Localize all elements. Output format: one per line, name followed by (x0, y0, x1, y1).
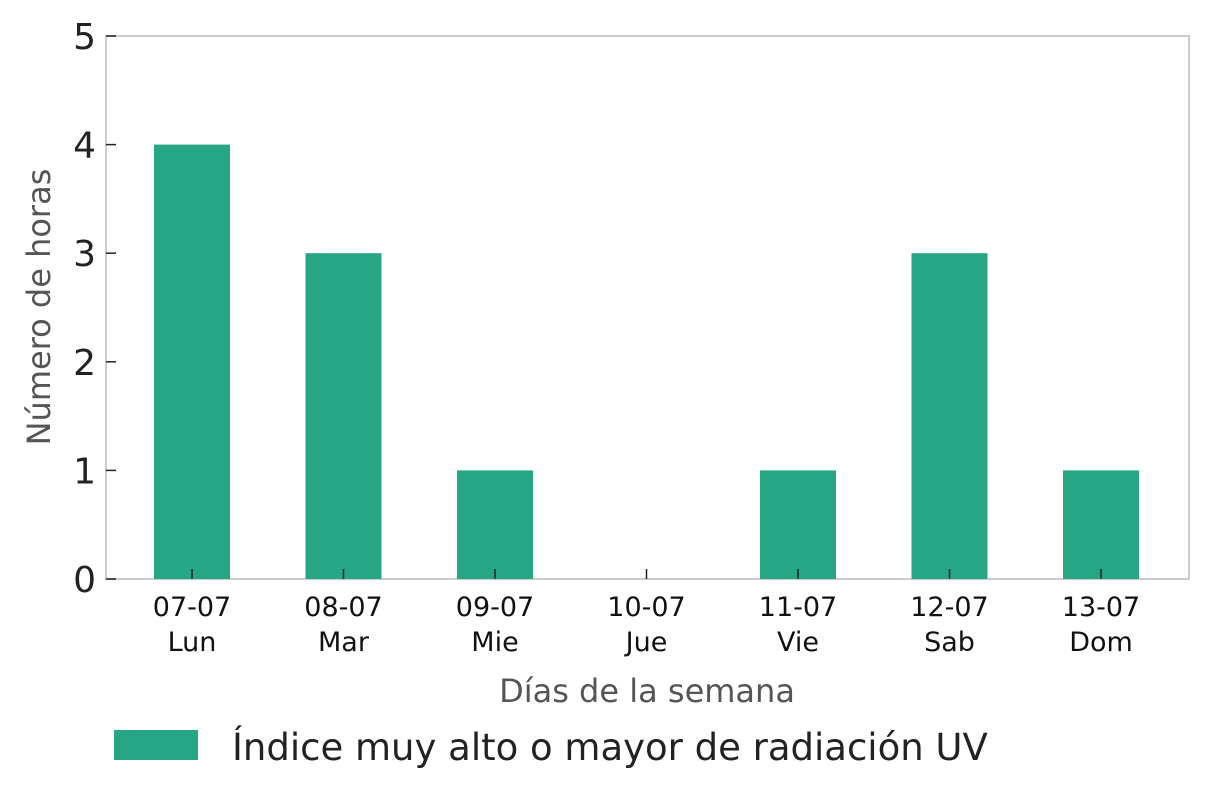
y-tick-label: 0 (73, 560, 96, 601)
y-axis-label: Número de horas (20, 169, 58, 446)
x-tick-date: 09-07 (456, 592, 534, 623)
bar (457, 470, 533, 579)
bar (305, 253, 382, 579)
x-tick-day: Dom (1069, 627, 1133, 658)
x-tick-date: 13-07 (1062, 592, 1140, 623)
y-tick-label: 4 (73, 126, 96, 167)
y-tick-label: 2 (73, 343, 96, 384)
bar (911, 253, 988, 579)
bar (760, 470, 836, 579)
x-tick-date: 07-07 (153, 592, 231, 623)
x-tick-date: 12-07 (910, 592, 988, 623)
x-axis: 07-07 Lun 08-07 Mar 09-07 Mie 10-07 Jue 11-07 Vie… (153, 569, 1140, 658)
y-tick-label: 1 (73, 451, 96, 492)
x-tick-date: 11-07 (759, 592, 837, 623)
x-tick-date: 08-07 (304, 592, 382, 623)
legend-swatch (114, 730, 198, 760)
x-tick-day: Vie (777, 627, 819, 658)
y-axis: 0 1 2 3 4 5 (73, 17, 116, 601)
y-tick-label: 3 (73, 234, 96, 275)
x-tick-day: Jue (624, 627, 668, 658)
x-tick-day: Lun (168, 627, 217, 658)
x-tick-day: Sab (924, 627, 975, 658)
legend-label: Índice muy alto o mayor de radiación UV (232, 725, 988, 769)
y-tick-label: 5 (73, 17, 96, 58)
x-tick-day: Mie (471, 627, 518, 658)
plot-frame (105, 35, 1190, 580)
legend: Índice muy alto o mayor de radiación UV (114, 725, 988, 769)
x-axis-label: Días de la semana (499, 672, 795, 710)
x-tick-day: Mar (318, 627, 370, 658)
bar (1063, 470, 1139, 579)
x-tick-date: 10-07 (607, 592, 685, 623)
bar (154, 144, 230, 579)
bars (154, 144, 1139, 579)
